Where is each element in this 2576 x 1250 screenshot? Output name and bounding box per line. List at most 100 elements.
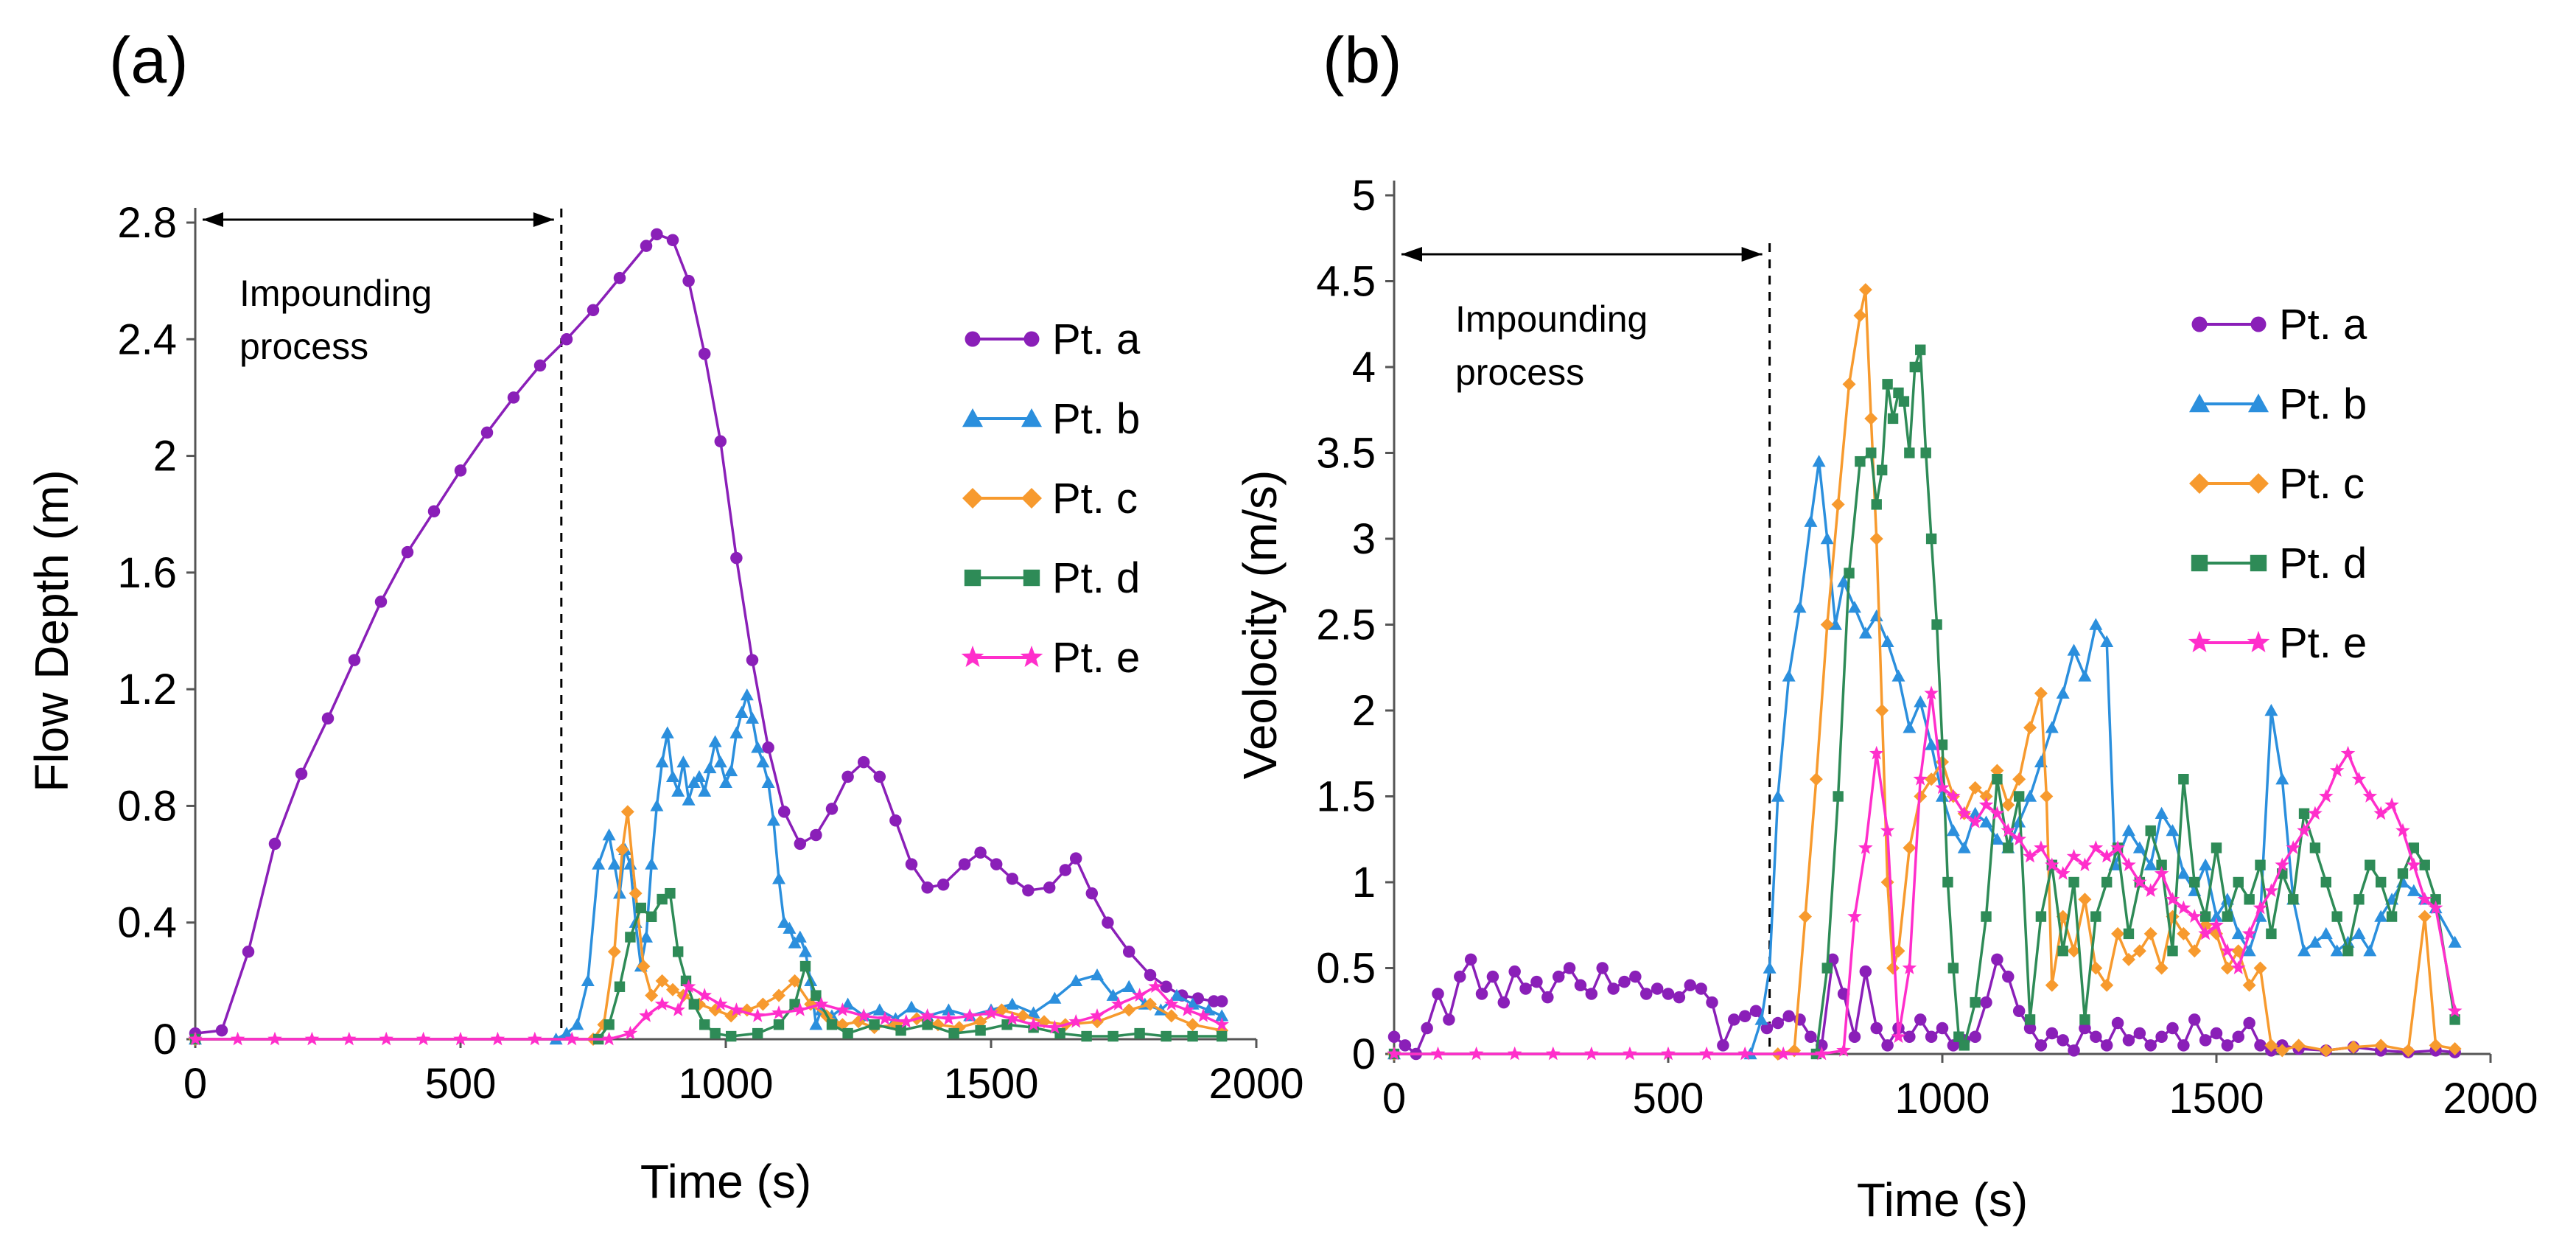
data-point-pt-d bbox=[1887, 413, 1899, 425]
data-point-pt-c bbox=[2418, 909, 2432, 923]
data-point-pt-a bbox=[1969, 1030, 1981, 1043]
data-point-pt-e bbox=[2132, 874, 2147, 889]
y-tick-label: 2.5 bbox=[1316, 601, 1376, 649]
data-point-pt-b bbox=[1812, 455, 1826, 467]
data-point-pt-b bbox=[1091, 968, 1104, 981]
data-point-pt-d bbox=[2255, 859, 2266, 870]
x-tick-label: 1000 bbox=[1894, 1075, 1989, 1122]
data-point-pt-e bbox=[1902, 960, 1917, 974]
data-point-pt-e bbox=[2143, 883, 2158, 897]
data-point-pt-c bbox=[2319, 1044, 2333, 1058]
data-point-pt-e bbox=[1005, 1011, 1020, 1025]
chart-panel-b: 0 500 1000 1500 2000 0 0.5 1 1.5 2 2.5 3 3.5 4 4.5 5 Tim… bbox=[1233, 172, 2538, 1226]
data-point-pt-c bbox=[2220, 961, 2234, 975]
data-point-pt-d bbox=[1898, 396, 1910, 407]
data-point-pt-e bbox=[639, 1008, 654, 1022]
data-point-pt-b bbox=[2100, 635, 2114, 647]
series-pt-a bbox=[1387, 953, 2461, 1061]
y-tick-label: 2.4 bbox=[117, 315, 177, 363]
data-point-pt-a bbox=[2002, 970, 2015, 983]
annotation-label-line1: Impounding bbox=[1455, 298, 1648, 340]
data-point-pt-a bbox=[1059, 864, 1072, 876]
data-point-pt-a bbox=[1728, 1013, 1740, 1026]
data-point-pt-e bbox=[2198, 926, 2213, 940]
data-point-pt-a bbox=[974, 846, 987, 859]
data-point-pt-d bbox=[2189, 876, 2200, 888]
data-point-pt-e bbox=[1068, 1013, 1083, 1028]
data-point-pt-c bbox=[1799, 909, 1812, 923]
data-point-pt-b bbox=[2264, 704, 2278, 716]
data-point-pt-c bbox=[2045, 978, 2059, 992]
data-point-pt-d bbox=[688, 999, 699, 1010]
legend-label: Pt. e bbox=[2279, 619, 2367, 667]
y-tick-label: 2 bbox=[1352, 687, 1376, 735]
data-point-pt-b bbox=[682, 793, 696, 806]
data-point-pt-e bbox=[2110, 840, 2125, 854]
data-point-pt-d bbox=[1992, 774, 2003, 785]
data-point-pt-a bbox=[2210, 1027, 2223, 1040]
data-point-pt-e bbox=[1847, 909, 1862, 923]
data-point-pt-d bbox=[922, 1019, 933, 1030]
data-point-pt-a bbox=[2111, 1016, 2124, 1030]
data-point-pt-e bbox=[1132, 988, 1147, 1002]
data-point-pt-b bbox=[2231, 926, 2245, 940]
series-pt-e bbox=[188, 979, 1229, 1046]
data-point-pt-e bbox=[2275, 857, 2290, 872]
series-line-pt-a bbox=[195, 233, 1222, 1035]
data-point-pt-d bbox=[1821, 963, 1833, 974]
data-point-pt-a bbox=[2079, 1022, 2091, 1035]
data-point-pt-e bbox=[2373, 806, 2388, 820]
data-point-pt-c bbox=[2242, 978, 2256, 992]
data-point-pt-d bbox=[603, 1019, 615, 1030]
data-point-pt-d bbox=[1931, 619, 1942, 630]
data-point-pt-b bbox=[740, 688, 754, 701]
data-point-pt-d bbox=[1871, 499, 1882, 510]
data-point-pt-c bbox=[1831, 497, 1845, 511]
data-point-pt-c bbox=[1164, 1009, 1178, 1023]
data-point-pt-e bbox=[2362, 789, 2378, 803]
data-point-pt-c bbox=[2401, 1044, 2415, 1058]
data-point-pt-e bbox=[1858, 840, 1873, 854]
data-point-pt-e bbox=[2329, 763, 2345, 777]
data-point-pt-d bbox=[2287, 894, 2299, 905]
data-point-pt-b bbox=[650, 799, 664, 811]
data-point-pt-c bbox=[1864, 411, 1878, 425]
data-point-pt-e bbox=[304, 1031, 320, 1046]
legend-marker bbox=[961, 645, 984, 667]
data-point-pt-b bbox=[2132, 841, 2146, 853]
data-point-pt-e bbox=[2428, 900, 2443, 915]
data-point-pt-c bbox=[2264, 1038, 2278, 1052]
data-point-pt-d bbox=[1134, 1027, 1145, 1039]
data-point-pt-e bbox=[1946, 789, 1961, 803]
data-point-pt-c bbox=[1886, 961, 1900, 975]
data-point-pt-a bbox=[1760, 1022, 1774, 1035]
data-point-pt-c bbox=[2275, 1044, 2289, 1058]
legend-label: Pt. b bbox=[2279, 380, 2367, 428]
data-point-pt-e bbox=[2297, 823, 2311, 837]
data-point-pt-a bbox=[777, 806, 791, 818]
data-point-pt-c bbox=[2067, 944, 2081, 958]
annotation-label-line1: Impounding bbox=[239, 273, 432, 314]
data-point-pt-e bbox=[2241, 926, 2257, 940]
legend-item-pt-a: Pt. a bbox=[2191, 301, 2367, 349]
data-point-pt-b bbox=[2319, 926, 2333, 940]
data-point-pt-d bbox=[1936, 739, 1948, 750]
data-point-pt-a bbox=[2068, 1044, 2080, 1057]
data-point-pt-c bbox=[2121, 952, 2135, 966]
data-point-pt-c bbox=[2078, 893, 2092, 907]
legend-item-pt-c: Pt. c bbox=[962, 475, 1138, 523]
data-point-pt-e bbox=[856, 1008, 871, 1022]
data-point-pt-a bbox=[682, 274, 695, 287]
data-point-pt-b bbox=[761, 775, 775, 788]
data-point-pt-d bbox=[2035, 911, 2047, 922]
data-point-pt-d bbox=[1893, 387, 1904, 399]
data-point-pt-c bbox=[2143, 926, 2157, 940]
legend-marker bbox=[1020, 645, 1043, 667]
data-point-pt-b bbox=[1869, 609, 1883, 622]
data-point-pt-e bbox=[2384, 797, 2399, 811]
data-point-pt-e bbox=[1164, 996, 1179, 1010]
x-tick-label: 1500 bbox=[943, 1060, 1038, 1108]
data-point-pt-a bbox=[810, 828, 822, 842]
data-point-pt-a bbox=[1585, 988, 1598, 1000]
